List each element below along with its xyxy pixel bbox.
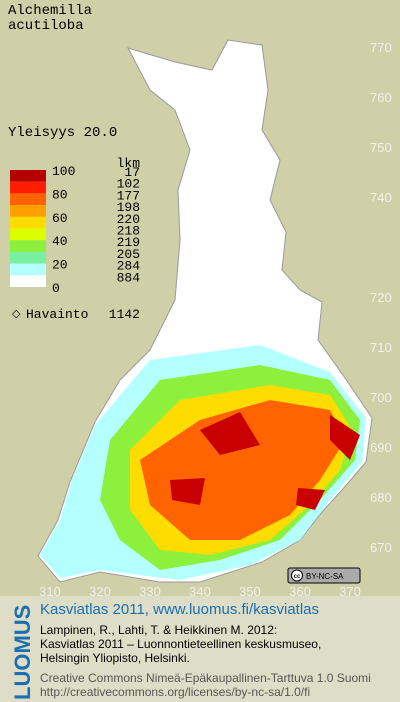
legend-scale-label: 0 — [52, 281, 60, 296]
occurrence-area-max — [330, 415, 360, 460]
legend-swatch — [10, 228, 46, 241]
grid-y-label: 720 — [370, 290, 392, 305]
occurrence-area-veryhigh — [140, 400, 345, 540]
citation-line: Lampinen, R., Lahti, T. & Heikkinen M. 2… — [40, 623, 277, 637]
legend-scale-label: 60 — [52, 211, 68, 226]
legend-swatch — [10, 240, 46, 252]
species-title: Alchemilla — [8, 3, 92, 19]
legend-swatch — [10, 193, 46, 206]
legend-count-header: lkm — [117, 156, 141, 171]
atlas-link[interactable]: Kasviatlas 2011, www.luomus.fi/kasviatla… — [40, 601, 319, 618]
license-badge: BY-NC-SA — [306, 572, 344, 581]
grid-y-label: 760 — [370, 90, 392, 105]
legend-count: 884 — [117, 270, 141, 285]
occurrence-area-max — [170, 478, 205, 505]
grid-y-label: 700 — [370, 390, 392, 405]
legend-count: 218 — [117, 224, 140, 239]
svg-text:cc: cc — [294, 574, 301, 580]
grid-y-label: 770 — [370, 40, 392, 55]
grid-y-label: 680 — [370, 490, 392, 505]
legend-count: 177 — [117, 188, 140, 203]
grid-y-label: 740 — [370, 190, 392, 205]
citation-line: Kasviatlas 2011 – Luonnontieteellinen ke… — [40, 637, 321, 651]
grid-x-label: 340 — [189, 584, 211, 599]
grid-x-label: 320 — [89, 584, 111, 599]
cc-badge: cc — [287, 567, 361, 584]
observation-label: Havainto — [26, 307, 88, 322]
legend-count: 17 — [124, 165, 140, 180]
legend-count: 284 — [117, 259, 141, 274]
grid-y-label: 670 — [370, 540, 392, 555]
legend-scale-label: 100 — [52, 164, 75, 179]
grid-y-label: 710 — [370, 340, 392, 355]
grid-x-label: 360 — [289, 584, 311, 599]
luomus-logo: LUOMUS — [10, 605, 35, 700]
license-line: http://creativecommons.org/licenses/by-n… — [40, 685, 310, 699]
frequency: Yleisyys 20.0 — [8, 125, 117, 141]
observation-marker: ◇ — [12, 308, 21, 320]
legend-scale-label: 40 — [52, 234, 68, 249]
footer-background — [0, 596, 400, 702]
grid-x-label: 350 — [239, 584, 261, 599]
species-title: acutiloba — [8, 18, 84, 34]
legend-count: 219 — [117, 235, 140, 250]
legend-count: 102 — [117, 177, 140, 192]
legend-count: 205 — [117, 247, 140, 262]
grid-x-label: 310 — [39, 584, 61, 599]
grid-x-label: 330 — [139, 584, 161, 599]
legend-swatch — [10, 251, 46, 264]
legend-count: 220 — [117, 212, 140, 227]
occurrence-area-max — [200, 412, 260, 455]
legend-swatch — [10, 216, 46, 229]
legend-scale-label: 80 — [52, 187, 68, 202]
legend-swatch — [10, 170, 46, 182]
legend-swatch — [10, 263, 46, 276]
legend-scale-label: 20 — [52, 258, 68, 273]
grid-y-label: 750 — [370, 140, 392, 155]
license-line: Creative Commons Nimeä-Epäkaupallinen-Ta… — [40, 671, 371, 685]
citation-line: Helsingin Yliopisto, Helsinki. — [40, 651, 190, 665]
brand-logo: LUOMUS — [10, 605, 35, 700]
legend-swatch — [10, 205, 46, 217]
grid-y-label: 690 — [370, 440, 392, 455]
observation-count: 1142 — [109, 307, 140, 322]
legend-count: 198 — [117, 200, 140, 215]
occurrence-area-max — [296, 488, 325, 510]
legend-swatch — [10, 275, 46, 287]
grid-x-label: 370 — [339, 584, 361, 599]
legend-swatch — [10, 181, 46, 194]
